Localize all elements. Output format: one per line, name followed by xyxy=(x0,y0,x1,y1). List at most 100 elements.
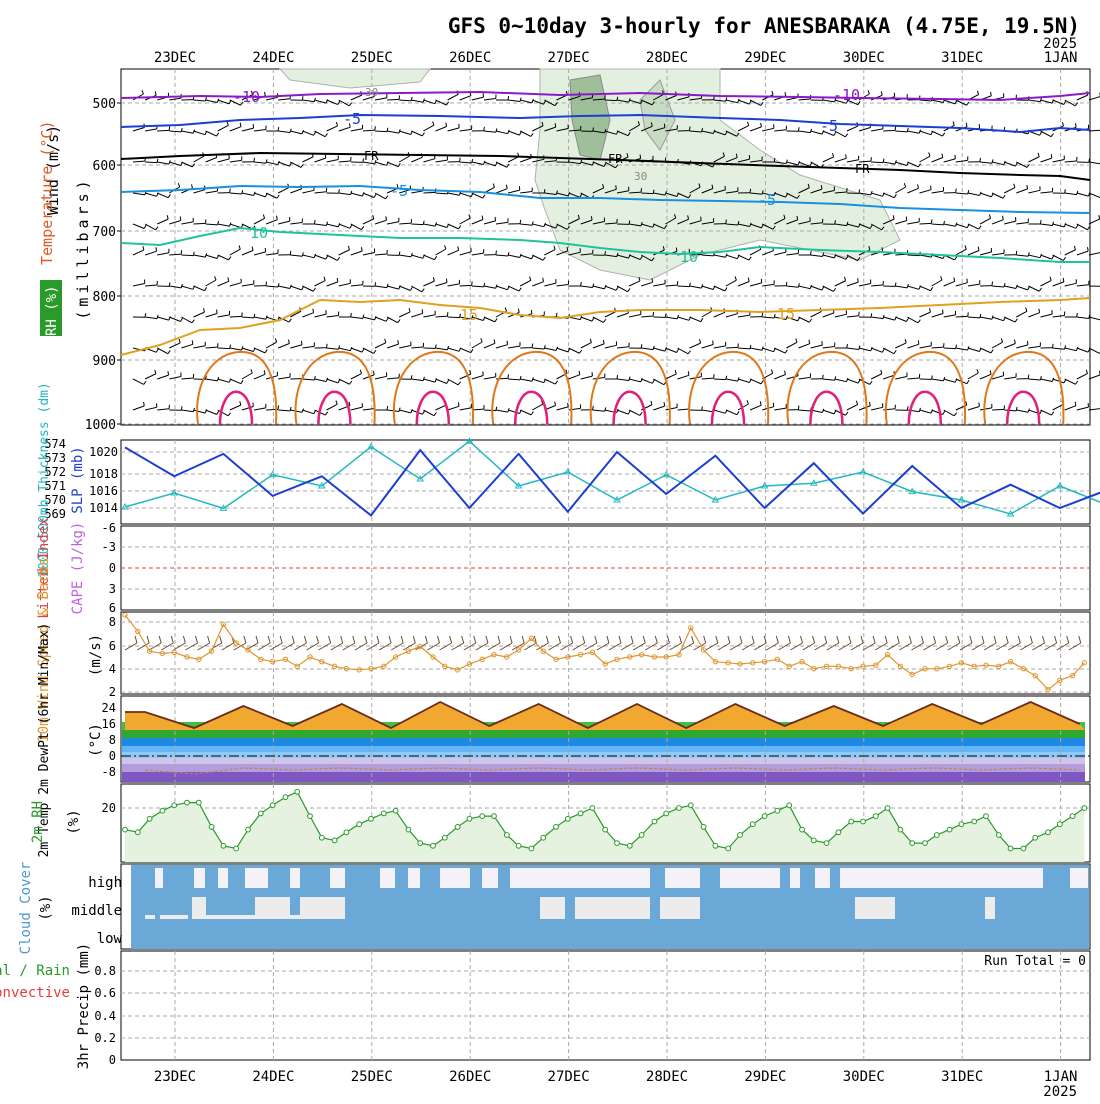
rh-point xyxy=(996,833,1001,838)
wind-barb-flag xyxy=(1027,185,1028,189)
rh-point xyxy=(726,846,731,851)
rh-point xyxy=(627,843,632,848)
wind-barb-flag xyxy=(906,217,907,221)
rh-point xyxy=(147,816,152,821)
wind-barb-flag xyxy=(1028,375,1029,379)
li-tick-label: 6 xyxy=(109,601,116,615)
cloud-level-high: high xyxy=(88,875,122,891)
ylabel-temperature: Temperature (°C) xyxy=(38,121,56,266)
rh-point xyxy=(332,838,337,843)
wind-barb-flag xyxy=(422,309,423,313)
wind-barb-flag xyxy=(567,247,568,251)
wind-barb-flag xyxy=(956,189,957,193)
wind-barb-flag xyxy=(1051,154,1052,158)
rh-point xyxy=(1021,846,1026,851)
rh-point xyxy=(688,803,693,808)
rh-point xyxy=(554,825,559,830)
wind-barb-flag xyxy=(750,189,751,193)
cloud-low-strip xyxy=(145,915,155,919)
wind-barb-flag xyxy=(688,371,689,375)
cloud-mid-clear xyxy=(575,897,650,919)
ylabel-cape: CAPE (J/kg) xyxy=(70,522,86,615)
rh-point xyxy=(923,841,928,846)
isotherm-label-9: -5 xyxy=(758,191,776,209)
temp-tick-label: 24 xyxy=(102,701,116,715)
cloud-high-clear xyxy=(720,868,780,888)
wind-barb-flag xyxy=(254,158,255,162)
cloud-high-clear xyxy=(194,868,205,888)
wind-barb-flag xyxy=(786,282,787,286)
rh-point xyxy=(590,806,595,811)
wind-barb xyxy=(218,348,230,349)
wind-barb-flag xyxy=(387,406,388,410)
wind10-tick-label: 4 xyxy=(109,662,116,676)
ylabel-rh2m-unit: (%) xyxy=(66,809,82,834)
rh-point xyxy=(811,838,816,843)
cloud-high-clear xyxy=(815,868,830,888)
rh-point xyxy=(800,827,805,832)
wind-barb xyxy=(605,100,617,101)
rh-point xyxy=(381,811,386,816)
rh-point xyxy=(984,814,989,819)
wind-barb-flag xyxy=(882,247,883,251)
year-label-bottom: 2025 xyxy=(1043,1084,1077,1100)
rh-point xyxy=(578,811,583,816)
date-label-bottom: 31DEC xyxy=(941,1069,983,1085)
precip-tick-label: 0.6 xyxy=(94,986,116,1000)
wind-barb xyxy=(1089,219,1100,224)
wind-barb-flag xyxy=(253,403,254,407)
wind-barb xyxy=(375,131,387,132)
wind-barb-flag xyxy=(168,371,169,375)
rh-point xyxy=(418,841,423,846)
rh-point xyxy=(873,814,878,819)
date-label-bottom: 25DEC xyxy=(351,1069,393,1085)
rh-point xyxy=(910,841,915,846)
wind-barb-flag xyxy=(1063,278,1064,282)
wind-barb-flag xyxy=(689,127,690,131)
wind-barb xyxy=(484,410,496,411)
wind-barb-flag xyxy=(458,402,459,406)
rh-point xyxy=(959,822,964,827)
wind-barb-flag xyxy=(484,127,485,131)
precip-panel: 0.80.60.40.20 Run Total = 0 xyxy=(94,951,1090,1067)
date-label-bottom: 26DEC xyxy=(449,1069,491,1085)
cloud-high-clear xyxy=(330,868,345,888)
wind-barb xyxy=(641,193,653,194)
slp-tick-label: 1014 xyxy=(89,501,118,515)
cloud-low-strip xyxy=(320,915,340,919)
li-tick-label: -6 xyxy=(102,521,116,535)
rh-point xyxy=(480,814,485,819)
wind-barb-flag xyxy=(858,278,859,282)
cloud-high-clear xyxy=(1070,868,1088,888)
wind-barb-flag xyxy=(156,247,157,251)
wind-barb xyxy=(1089,162,1100,164)
cloud-level-middle: middle xyxy=(71,903,122,919)
cloud-high-clear xyxy=(665,868,700,888)
wind-barb-flag xyxy=(337,278,338,282)
cloud-low-strip xyxy=(160,915,188,919)
rh-contour-label-1: 30 xyxy=(365,86,378,99)
cloud-high-clear xyxy=(440,868,470,888)
wind-barb-flag xyxy=(351,313,352,317)
wind-barb-flag xyxy=(362,247,363,251)
ylabel-cloud: Cloud Cover xyxy=(18,862,34,955)
wind-barb-flag xyxy=(314,220,315,224)
wind-barb-flag xyxy=(762,313,763,317)
wind-barb-flag xyxy=(1040,220,1041,224)
wind-barb xyxy=(944,348,956,349)
wind-barb-flag xyxy=(1016,251,1017,255)
rh-point xyxy=(504,833,509,838)
ylabel-wind10-unit: (m/s) xyxy=(88,634,104,676)
ylabel-rh: RH (%) xyxy=(44,285,60,336)
isotherm-label-7: FR xyxy=(855,162,870,176)
cloud-panel: high middle low xyxy=(71,864,1090,949)
date-label-top: 26DEC xyxy=(449,50,491,66)
rh-point xyxy=(1008,846,1013,851)
wind-barb xyxy=(920,223,932,224)
temp-color-band xyxy=(122,730,1085,738)
temp-tick-label: 8 xyxy=(109,733,116,747)
rh-point xyxy=(750,822,755,827)
